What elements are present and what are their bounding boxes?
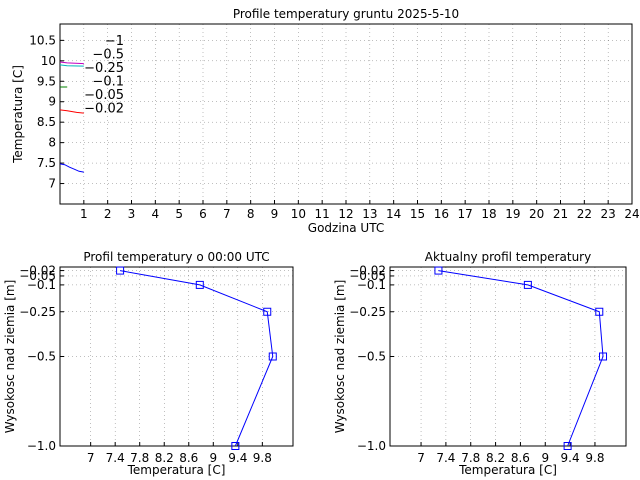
x-tick-label: 8.6: [179, 451, 198, 465]
x-tick-label: 23: [601, 207, 616, 221]
x-tick-label: 4: [152, 207, 160, 221]
x-tick-label: 24: [624, 207, 639, 221]
x-tick-label: 20: [529, 207, 544, 221]
x-tick-label: 9: [541, 451, 549, 465]
x-tick-label: 7: [417, 451, 425, 465]
series-line: [59, 163, 84, 173]
y-tick-label: −0.02: [349, 264, 386, 278]
x-tick-label: 2: [104, 207, 112, 221]
x-tick-label: 9.8: [253, 451, 272, 465]
x-tick-label: 7: [223, 207, 231, 221]
profile-line: [438, 270, 604, 447]
y-tick-label: 10.5: [29, 33, 56, 47]
x-tick-label: 11: [315, 207, 330, 221]
y-tick-label: −0.25: [349, 305, 386, 319]
x-tick-label: 8: [247, 207, 255, 221]
y-axis-label: Temperatura [C]: [11, 65, 25, 164]
y-tick-label: −0.5: [27, 350, 56, 364]
chart-title: Profile temperatury gruntu 2025-5-10: [233, 7, 459, 21]
y-tick-label: 8.5: [37, 115, 56, 129]
x-tick-label: 6: [199, 207, 207, 221]
y-tick-label: −0.05: [349, 269, 386, 283]
data-point-marker: [231, 442, 240, 450]
x-axis-label: Godzina UTC: [308, 221, 384, 235]
profile-line: [120, 270, 274, 447]
x-tick-label: 5: [175, 207, 183, 221]
data-point-marker: [263, 307, 272, 316]
y-tick-label: 9: [48, 95, 56, 109]
x-tick-label: 9.4: [228, 451, 247, 465]
x-tick-label: 8.2: [486, 451, 505, 465]
legend-entry: −0.1: [92, 75, 124, 90]
x-tick-label: 12: [338, 207, 353, 221]
y-tick-label: −0.1: [27, 278, 56, 292]
legend-entry: −1: [105, 34, 124, 49]
y-tick-label: −0.05: [19, 269, 56, 283]
chart-title: Aktualny profil temperatury: [425, 250, 591, 264]
y-tick-label: −1.0: [357, 439, 386, 453]
x-tick-label: 18: [481, 207, 496, 221]
data-point-marker: [434, 266, 443, 275]
x-tick-label: 22: [577, 207, 592, 221]
x-tick-label: 17: [458, 207, 473, 221]
y-tick-label: −0.02: [19, 264, 56, 278]
y-tick-label: −0.5: [357, 350, 386, 364]
x-tick-label: 10: [291, 207, 306, 221]
x-tick-label: 9: [209, 451, 217, 465]
x-tick-label: 15: [410, 207, 425, 221]
x-axis-label: Temperatura [C]: [127, 463, 226, 477]
x-tick-label: 7.8: [130, 451, 149, 465]
y-axis-label: Wysokosc nad ziemia [m]: [333, 280, 347, 434]
data-point-marker: [268, 352, 277, 361]
series-line: [59, 109, 84, 114]
data-point-marker: [595, 307, 604, 316]
legend-entry: −0.25: [84, 61, 124, 76]
data-point-marker: [599, 352, 608, 361]
series-line: [59, 61, 84, 65]
x-tick-label: 7.4: [436, 451, 455, 465]
y-tick-label: 7.5: [37, 156, 56, 170]
x-tick-label: 3: [128, 207, 136, 221]
data-point-marker: [195, 280, 204, 289]
data-point-marker: [116, 266, 125, 275]
y-tick-label: 9.5: [37, 74, 56, 88]
y-tick-label: 10: [41, 54, 56, 68]
legend-entry: −0.5: [92, 48, 124, 63]
x-tick-label: 9.4: [561, 451, 580, 465]
y-tick-label: 8: [48, 136, 56, 150]
x-tick-label: 9: [271, 207, 279, 221]
legend-entry: −0.05: [84, 88, 124, 103]
x-tick-label: 8.6: [511, 451, 530, 465]
x-axis-label: Temperatura [C]: [458, 463, 557, 477]
y-tick-label: −0.25: [19, 305, 56, 319]
x-tick-label: 1: [80, 207, 88, 221]
y-tick-label: 7: [48, 177, 56, 191]
series-line: [59, 64, 84, 67]
x-tick-label: 9.8: [585, 451, 604, 465]
x-tick-label: 7.8: [461, 451, 480, 465]
legend-entry: −0.02: [84, 102, 124, 117]
x-tick-label: 13: [362, 207, 377, 221]
x-tick-label: 19: [505, 207, 520, 221]
x-tick-label: 7: [87, 451, 95, 465]
y-tick-label: −1.0: [27, 439, 56, 453]
chart-title: Profil temperatury o 00:00 UTC: [83, 250, 269, 264]
data-point-marker: [563, 442, 572, 450]
y-axis-label: Wysokosc nad ziemia [m]: [3, 280, 17, 434]
data-point-marker: [523, 280, 532, 289]
x-tick-label: 21: [553, 207, 568, 221]
x-tick-label: 16: [434, 207, 449, 221]
x-tick-label: 14: [386, 207, 401, 221]
y-tick-label: −0.1: [357, 278, 386, 292]
x-tick-label: 8.2: [155, 451, 174, 465]
x-tick-label: 7.4: [106, 451, 125, 465]
